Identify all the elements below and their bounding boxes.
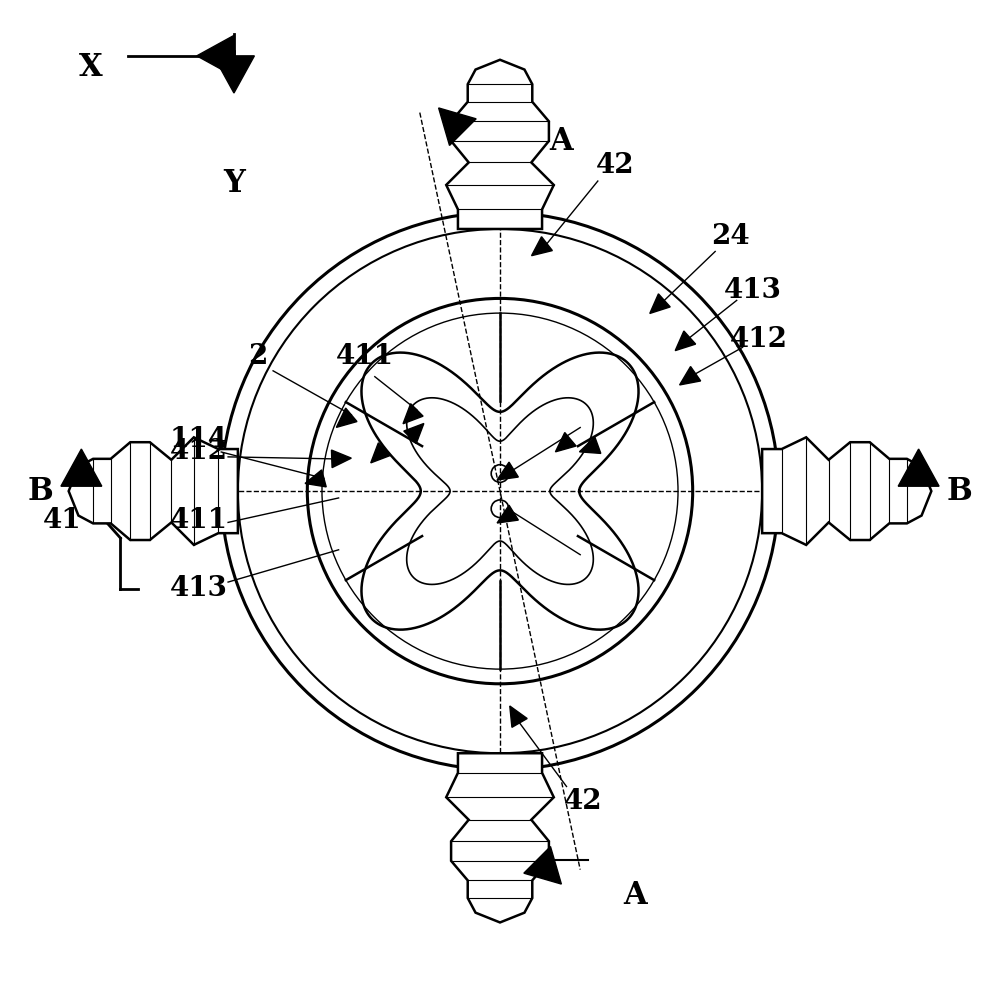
- Text: Y: Y: [223, 168, 245, 198]
- Text: 24: 24: [712, 223, 750, 250]
- Polygon shape: [305, 470, 326, 487]
- Text: 412: 412: [170, 438, 228, 465]
- Text: B: B: [947, 475, 973, 507]
- Text: 41: 41: [42, 507, 81, 534]
- Polygon shape: [497, 462, 518, 480]
- Polygon shape: [403, 404, 423, 424]
- Polygon shape: [524, 846, 561, 884]
- Polygon shape: [197, 36, 234, 76]
- Polygon shape: [404, 424, 424, 443]
- Polygon shape: [762, 437, 931, 545]
- Text: X: X: [79, 53, 103, 83]
- Polygon shape: [446, 60, 554, 229]
- Text: 413: 413: [723, 277, 781, 305]
- Polygon shape: [680, 366, 701, 385]
- Text: 411: 411: [170, 507, 228, 534]
- Text: B: B: [27, 475, 53, 507]
- Polygon shape: [336, 408, 357, 428]
- Polygon shape: [214, 56, 254, 93]
- Text: 42: 42: [564, 788, 602, 814]
- Polygon shape: [898, 449, 939, 486]
- Polygon shape: [61, 449, 102, 486]
- Text: 114: 114: [170, 426, 228, 452]
- Polygon shape: [446, 753, 554, 923]
- Text: 411: 411: [336, 342, 394, 370]
- Polygon shape: [555, 433, 576, 451]
- Text: 42: 42: [596, 152, 635, 179]
- Polygon shape: [532, 237, 552, 256]
- Text: A: A: [623, 880, 647, 911]
- Polygon shape: [371, 442, 391, 463]
- Polygon shape: [69, 437, 238, 545]
- Polygon shape: [497, 505, 518, 523]
- Text: 2: 2: [248, 342, 267, 370]
- Text: 412: 412: [730, 326, 788, 353]
- Polygon shape: [331, 450, 351, 467]
- Polygon shape: [510, 706, 527, 727]
- Polygon shape: [675, 331, 696, 350]
- Text: A: A: [549, 126, 572, 158]
- Polygon shape: [439, 108, 476, 146]
- Text: 413: 413: [170, 575, 228, 602]
- Polygon shape: [579, 436, 601, 453]
- Polygon shape: [650, 294, 670, 313]
